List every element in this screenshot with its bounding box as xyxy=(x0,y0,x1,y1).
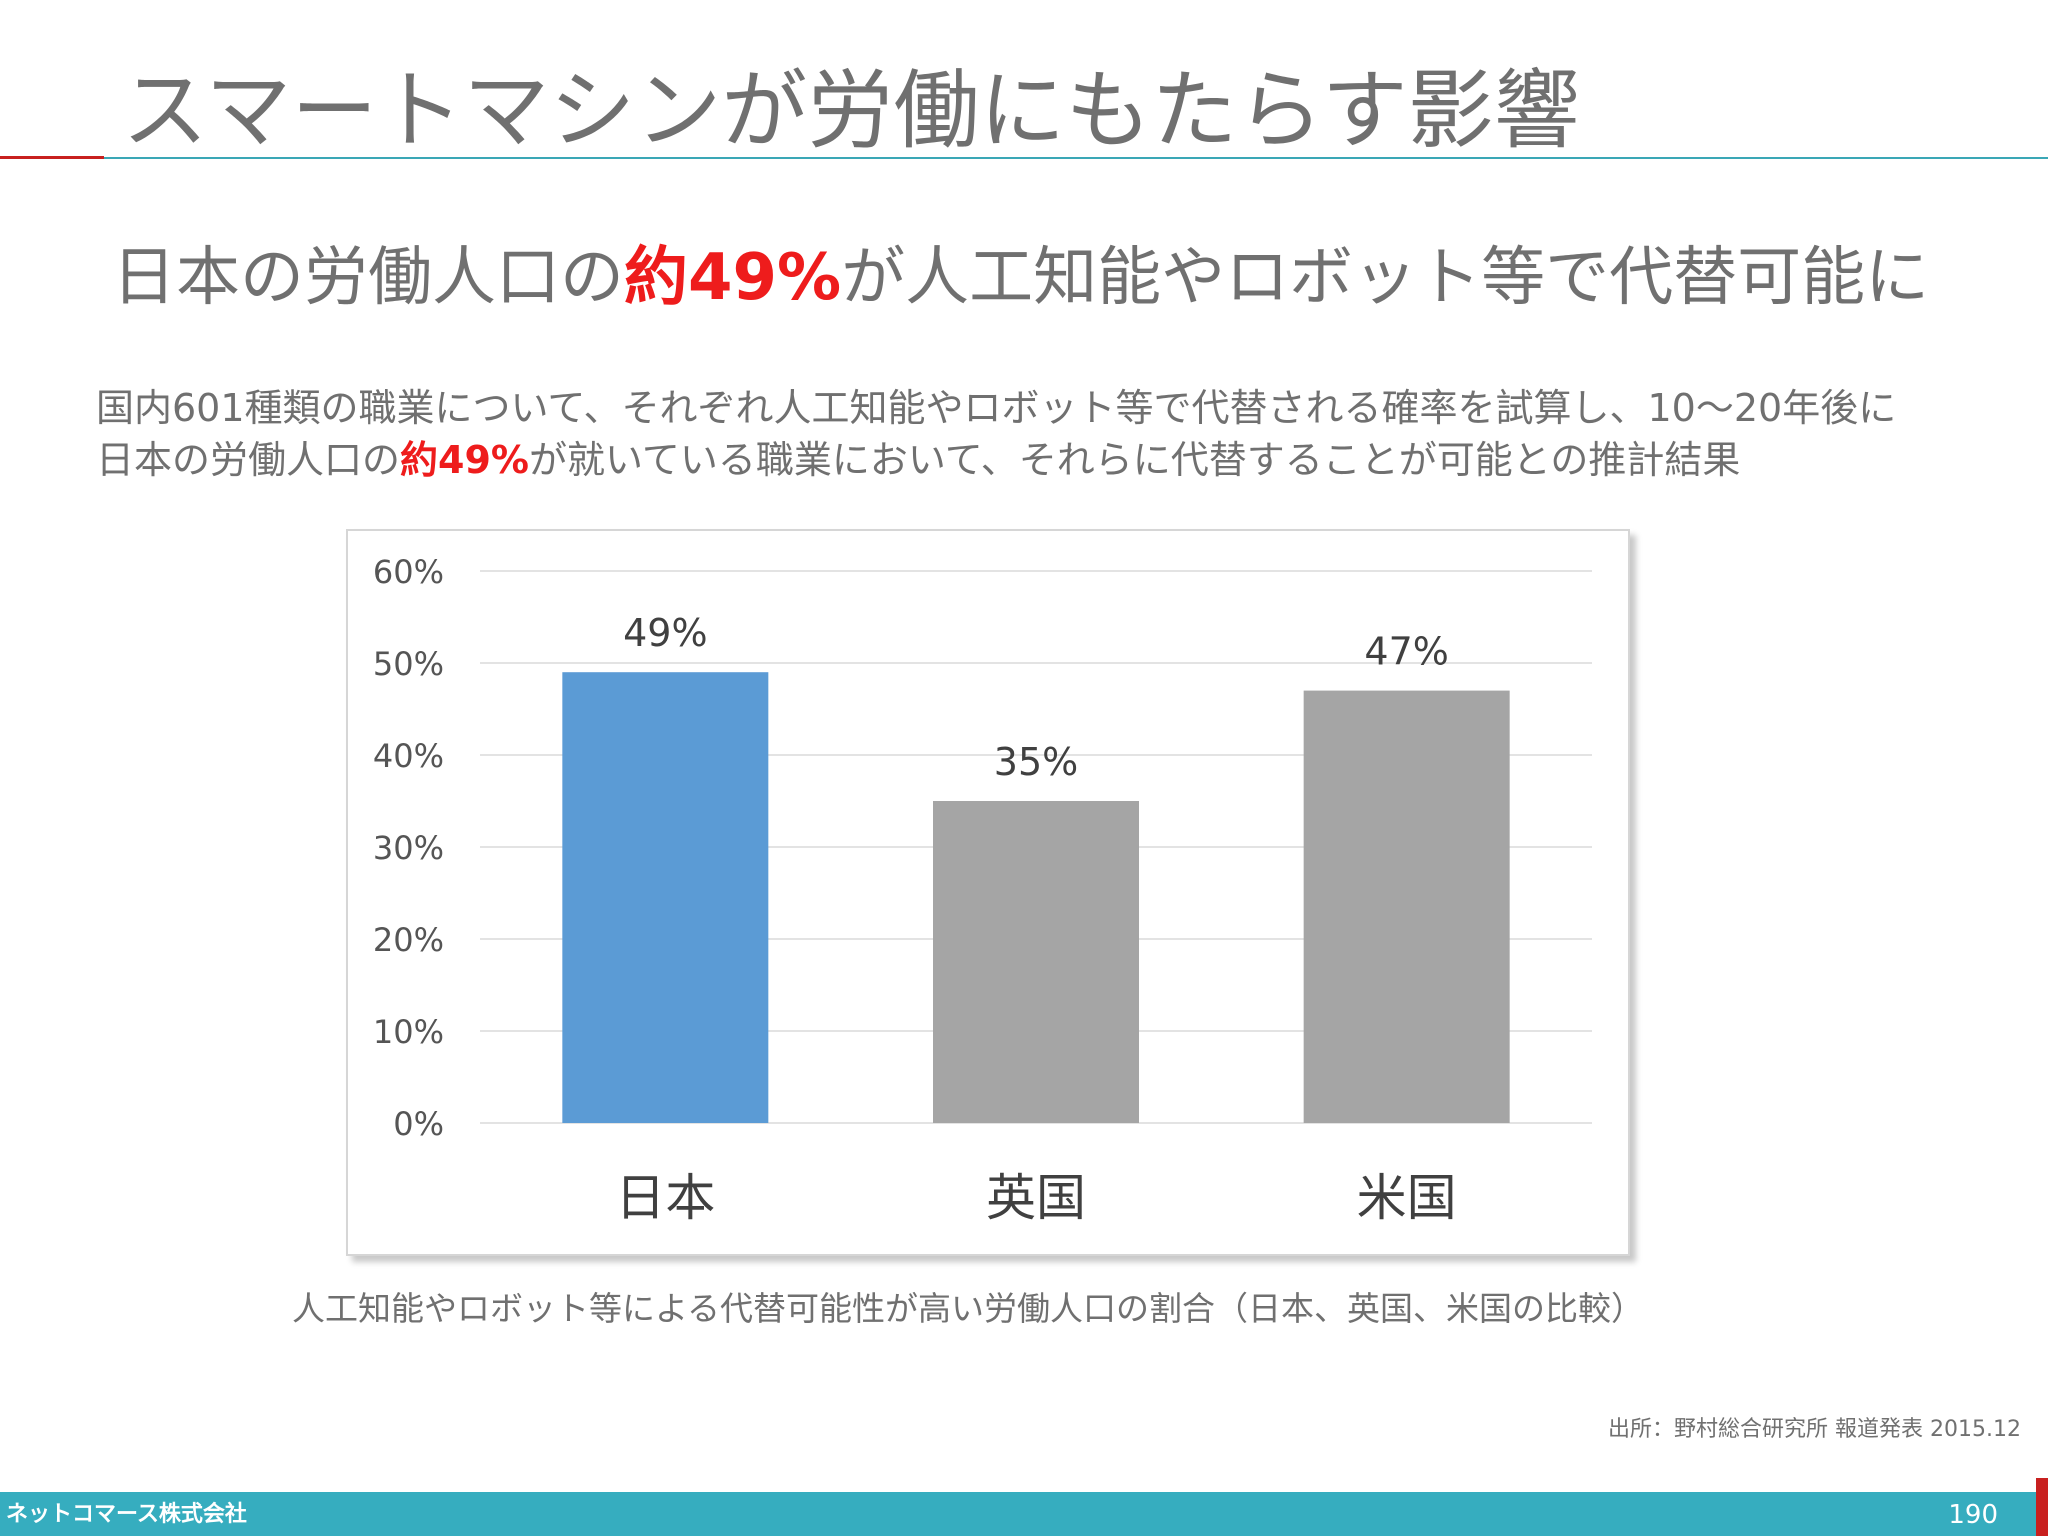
y-tick-label: 20% xyxy=(373,921,444,959)
slide-title: スマートマシンが労働にもたらす影響 xyxy=(122,61,1580,161)
headline: 日本の労働人口の約49%が人工知能やロボット等で代替可能に xyxy=(112,236,1929,320)
body-line-2-pre: 日本の労働人口の xyxy=(96,438,401,482)
body-line-1: 国内601種類の職業について、それぞれ人工知能やロボット等で代替される確率を試算… xyxy=(96,386,1897,430)
chart-caption: 人工知能やロボット等による代替可能性が高い労働人口の割合（日本、英国、米国の比較… xyxy=(292,1289,1645,1328)
bar xyxy=(562,672,769,1123)
bar xyxy=(1303,690,1510,1123)
y-tick-label: 30% xyxy=(373,829,444,867)
x-tick-label: 米国 xyxy=(1357,1169,1457,1227)
company-name: ネットコマース株式会社 xyxy=(6,1502,247,1527)
page-number: 190 xyxy=(1948,1500,1998,1530)
footer-accent xyxy=(2036,1478,2048,1536)
y-tick-label: 50% xyxy=(373,645,444,683)
y-tick-label: 10% xyxy=(373,1013,444,1051)
title-rule-accent xyxy=(0,156,104,159)
body-line-2-emphasis: 約49% xyxy=(400,438,529,482)
source-note: 出所：野村総合研究所 報道発表 2015.12 xyxy=(1608,1417,2021,1442)
body-line-2-post: が就いている職業において、それらに代替することが可能との推計結果 xyxy=(528,438,1741,482)
headline-emphasis: 約49% xyxy=(624,241,842,315)
x-tick-label: 英国 xyxy=(986,1169,1086,1227)
bar xyxy=(933,801,1139,1123)
data-label: 49% xyxy=(623,611,707,655)
title-rule xyxy=(104,157,2048,159)
headline-post: が人工知能やロボット等で代替可能に xyxy=(841,241,1930,315)
data-label: 47% xyxy=(1364,630,1448,674)
body-line-2: 日本の労働人口の約49%が就いている職業において、それらに代替することが可能との… xyxy=(96,434,1996,486)
bar-chart: 0% 10% 20% 30% 40% 50% 60% 49% 日本 35% 英国 47% 米国 xyxy=(346,529,1630,1256)
y-tick-label: 60% xyxy=(373,553,444,591)
y-tick-label: 0% xyxy=(393,1105,444,1143)
data-label: 35% xyxy=(994,740,1078,784)
footer-bar xyxy=(0,1492,2048,1536)
headline-pre: 日本の労働人口の xyxy=(112,241,624,315)
bar-chart-svg: 0% 10% 20% 30% 40% 50% 60% 49% 日本 35% 英国 47% 米国 xyxy=(373,553,1592,1227)
body-text: 国内601種類の職業について、それぞれ人工知能やロボット等で代替される確率を試算… xyxy=(96,382,1996,486)
y-tick-label: 40% xyxy=(373,737,444,775)
x-tick-label: 日本 xyxy=(615,1169,715,1227)
